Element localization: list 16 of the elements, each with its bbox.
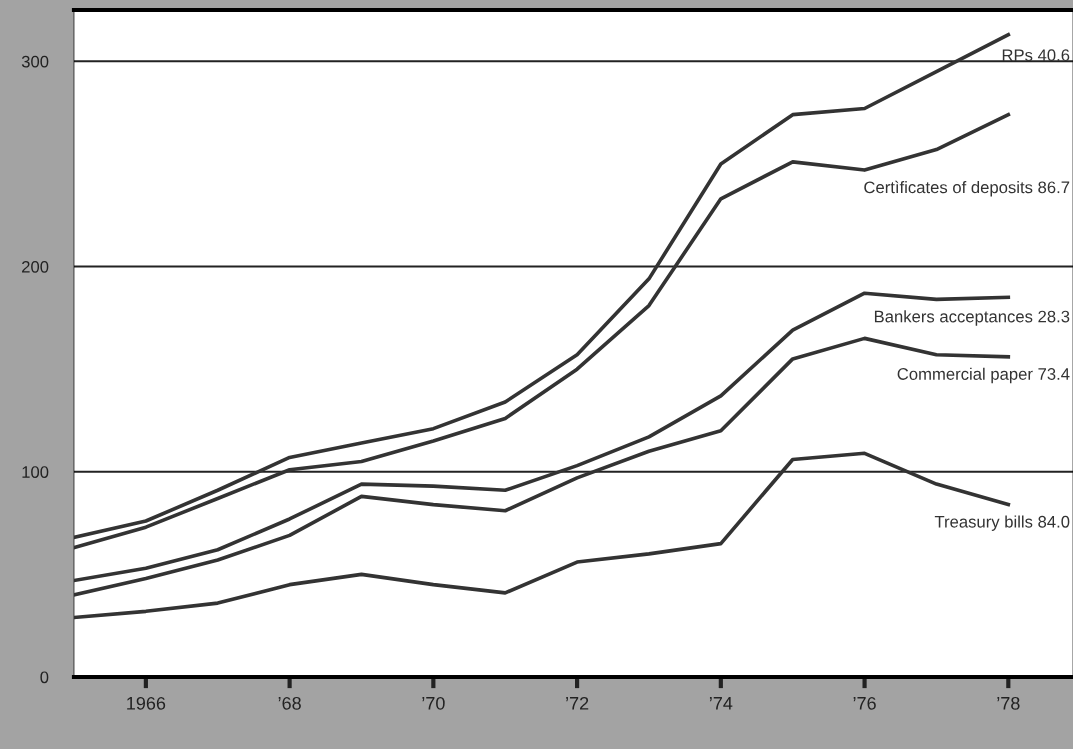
series-label: Certìficates of deposits 86.7 [864,180,1070,197]
x-tick-label: ’68 [278,696,301,710]
y-tick-label: 100 [22,466,49,478]
y-tick-label: 200 [22,260,49,273]
y-tick-label: 0 [40,671,49,684]
x-tick-label: ’70 [422,696,445,710]
x-tick-label: ’72 [566,696,589,710]
x-tick-label: ’76 [853,696,876,710]
series-label: Treasury bills 84.0 [934,515,1070,531]
series-label: Commercial paper 73.4 [897,367,1070,384]
x-tick-label: ’78 [997,696,1020,710]
x-tick-label: 1966 [127,696,166,710]
x-tick-label: ’74 [709,697,733,710]
y-tick-label: 300 [21,55,49,68]
series-label: RPs 40.6 [1002,49,1070,62]
series-label: Bankers acceptances 28.3 [874,310,1070,326]
